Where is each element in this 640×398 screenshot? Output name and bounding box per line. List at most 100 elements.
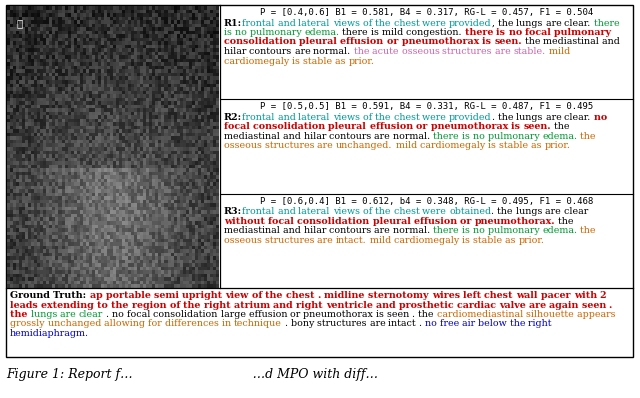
Text: is: is: [292, 57, 303, 66]
Text: stable.: stable.: [514, 47, 546, 56]
Text: consolidation: consolidation: [297, 217, 372, 226]
Text: the: the: [580, 226, 599, 235]
Text: atrium: atrium: [234, 300, 273, 310]
Text: congestion.: congestion.: [406, 28, 465, 37]
Text: leads: leads: [10, 300, 41, 310]
Text: of: of: [363, 113, 375, 122]
Text: valve: valve: [499, 300, 529, 310]
Text: the: the: [111, 300, 132, 310]
Text: is: is: [462, 236, 473, 245]
Text: pneumothorax: pneumothorax: [401, 37, 482, 47]
Text: is: is: [376, 310, 387, 319]
Text: unchanged: unchanged: [47, 320, 104, 328]
Text: effusion: effusion: [370, 122, 416, 131]
Text: seen.: seen.: [494, 37, 522, 47]
Text: provided: provided: [449, 18, 492, 27]
Text: were: were: [422, 18, 449, 27]
Text: the: the: [497, 207, 516, 216]
Text: hilar: hilar: [224, 47, 250, 56]
Text: osseous: osseous: [224, 236, 265, 245]
Text: structures: structures: [265, 141, 317, 150]
Text: of: of: [170, 300, 183, 310]
Text: there: there: [433, 226, 462, 235]
Text: silhouette: silhouette: [526, 310, 577, 319]
Text: consolidation: consolidation: [153, 310, 221, 319]
Text: clear: clear: [79, 310, 103, 319]
Text: and: and: [278, 113, 298, 122]
Text: left: left: [463, 291, 484, 300]
Text: 2: 2: [600, 291, 610, 300]
Text: differences: differences: [164, 320, 221, 328]
Text: no: no: [425, 320, 440, 328]
Text: and: and: [376, 300, 399, 310]
Text: cardiomegaly: cardiomegaly: [224, 57, 292, 66]
Text: cardiomediastinal: cardiomediastinal: [437, 310, 526, 319]
Text: chest: chest: [394, 18, 422, 27]
Text: effusion: effusion: [340, 37, 387, 47]
Text: normal.: normal.: [393, 226, 433, 235]
Text: seen: seen: [387, 310, 412, 319]
Text: wall: wall: [516, 291, 541, 300]
Text: in: in: [221, 320, 234, 328]
Text: chest: chest: [286, 291, 317, 300]
Text: mediastinal: mediastinal: [543, 37, 602, 47]
Text: region: region: [132, 300, 170, 310]
Text: the: the: [183, 300, 204, 310]
Text: pulmonary: pulmonary: [488, 132, 542, 141]
Text: the: the: [10, 310, 31, 319]
Text: pleural: pleural: [328, 122, 370, 131]
Text: views: views: [333, 207, 363, 216]
Text: prosthetic: prosthetic: [399, 300, 456, 310]
Text: structures: structures: [442, 47, 495, 56]
Text: the: the: [375, 18, 394, 27]
Text: mediastinal: mediastinal: [224, 226, 283, 235]
Text: right: right: [204, 300, 234, 310]
Text: lateral: lateral: [298, 113, 333, 122]
Text: chest: chest: [394, 113, 422, 122]
Text: structures: structures: [317, 320, 369, 328]
Text: is: is: [224, 28, 235, 37]
Text: cardiac: cardiac: [456, 300, 499, 310]
Text: were: were: [422, 207, 449, 216]
Text: focal: focal: [268, 217, 297, 226]
Text: free: free: [440, 320, 462, 328]
Text: unchanged.: unchanged.: [336, 141, 392, 150]
Text: or: or: [416, 122, 431, 131]
Text: pulmonary: pulmonary: [554, 28, 614, 37]
Text: pneumothorax: pneumothorax: [431, 122, 511, 131]
Text: mild: mild: [370, 236, 394, 245]
Text: no: no: [473, 132, 488, 141]
Text: structures: structures: [265, 236, 317, 245]
Text: edema.: edema.: [542, 132, 577, 141]
Text: mild: mild: [396, 141, 420, 150]
Text: midline: midline: [324, 291, 368, 300]
Text: wires: wires: [432, 291, 463, 300]
Text: frontal: frontal: [242, 113, 278, 122]
Text: pleural: pleural: [300, 37, 340, 47]
Text: R3:: R3:: [224, 207, 242, 216]
Text: pleural: pleural: [372, 217, 413, 226]
Text: stable: stable: [303, 57, 335, 66]
Text: normal.: normal.: [314, 47, 353, 56]
Text: no: no: [473, 226, 488, 235]
Text: normal.: normal.: [393, 132, 433, 141]
Text: .: .: [419, 320, 425, 328]
Text: ap: ap: [90, 291, 106, 300]
Text: are: are: [374, 226, 393, 235]
Text: is: is: [511, 122, 524, 131]
Text: hilar: hilar: [304, 132, 329, 141]
Text: .: .: [492, 113, 498, 122]
Text: R1:: R1:: [224, 18, 242, 27]
Text: pneumothorax: pneumothorax: [303, 310, 376, 319]
Text: seen: seen: [582, 300, 609, 310]
Text: or: or: [290, 310, 303, 319]
Text: focal: focal: [127, 310, 153, 319]
Text: chest: chest: [394, 207, 422, 216]
Text: is: is: [482, 37, 494, 47]
Text: contours: contours: [250, 47, 294, 56]
Text: pacer: pacer: [541, 291, 573, 300]
Text: the: the: [498, 18, 516, 27]
Text: are: are: [529, 300, 549, 310]
Text: Truth:: Truth:: [53, 291, 90, 300]
Text: Ground: Ground: [10, 291, 53, 300]
